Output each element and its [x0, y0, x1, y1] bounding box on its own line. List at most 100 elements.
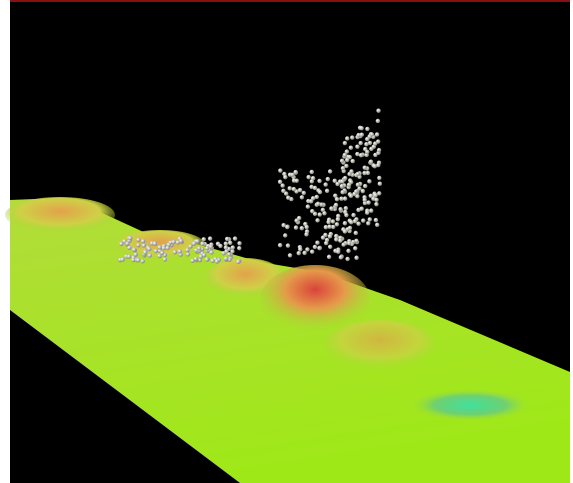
point — [304, 232, 309, 237]
point — [278, 168, 283, 173]
point — [299, 195, 305, 200]
point — [236, 259, 241, 265]
point — [324, 188, 330, 194]
point — [333, 233, 339, 239]
point — [161, 245, 166, 251]
point — [162, 257, 168, 262]
point — [190, 258, 195, 263]
point — [327, 244, 333, 250]
point — [143, 250, 148, 255]
point — [348, 179, 354, 185]
point — [237, 245, 242, 251]
point — [301, 190, 306, 196]
point — [171, 239, 176, 245]
point — [201, 237, 206, 242]
point — [366, 221, 371, 226]
point — [347, 241, 352, 246]
point — [195, 239, 200, 244]
point — [157, 253, 162, 259]
point — [312, 211, 318, 217]
point — [375, 118, 381, 124]
point — [345, 136, 350, 141]
point — [326, 219, 331, 225]
point — [125, 241, 130, 246]
hill — [260, 265, 370, 335]
point — [140, 259, 145, 264]
hill — [325, 320, 435, 370]
point — [358, 153, 364, 158]
point — [299, 225, 305, 231]
point — [327, 224, 332, 229]
point — [126, 254, 132, 259]
point — [293, 169, 298, 175]
point — [338, 207, 343, 212]
point — [277, 243, 283, 248]
point — [339, 196, 344, 201]
point — [356, 221, 361, 226]
point — [224, 236, 230, 242]
point — [342, 152, 347, 158]
point — [369, 208, 374, 213]
point — [327, 234, 333, 239]
point — [317, 212, 322, 217]
point — [335, 181, 340, 187]
point — [376, 147, 382, 153]
point — [185, 252, 191, 257]
point — [232, 236, 238, 241]
point — [283, 174, 288, 180]
point — [204, 257, 210, 262]
point — [281, 188, 286, 194]
point — [302, 250, 307, 256]
point — [297, 187, 303, 193]
point — [368, 159, 374, 164]
point — [329, 206, 334, 211]
point — [325, 176, 331, 182]
point — [343, 206, 349, 211]
point — [146, 246, 152, 252]
point — [287, 253, 293, 258]
point — [178, 238, 184, 244]
point — [359, 132, 364, 137]
point — [344, 149, 350, 154]
point — [372, 163, 377, 169]
point — [373, 152, 378, 158]
point — [280, 183, 285, 188]
point — [377, 191, 382, 196]
point — [153, 248, 159, 254]
point — [348, 193, 354, 199]
point — [355, 182, 361, 187]
point — [196, 246, 202, 251]
point — [365, 149, 370, 155]
point — [355, 171, 361, 177]
point — [365, 210, 370, 215]
point — [345, 256, 350, 262]
point — [286, 195, 291, 200]
point — [317, 178, 322, 184]
point — [207, 236, 213, 241]
point — [147, 253, 152, 258]
point — [277, 179, 283, 185]
point — [345, 157, 350, 163]
point — [131, 257, 136, 263]
point — [132, 247, 137, 252]
point — [319, 202, 324, 207]
point — [326, 254, 332, 260]
point — [373, 193, 378, 198]
point — [367, 179, 372, 184]
point — [165, 245, 170, 251]
point — [338, 238, 343, 243]
point — [304, 224, 309, 230]
point — [323, 182, 328, 187]
point — [193, 256, 199, 262]
trench — [410, 389, 530, 421]
point — [119, 241, 124, 247]
point — [346, 248, 351, 254]
point — [364, 141, 369, 147]
point — [323, 225, 329, 230]
point — [315, 240, 320, 245]
point — [340, 166, 346, 171]
point — [342, 175, 348, 181]
point — [333, 193, 338, 198]
point — [361, 218, 366, 223]
